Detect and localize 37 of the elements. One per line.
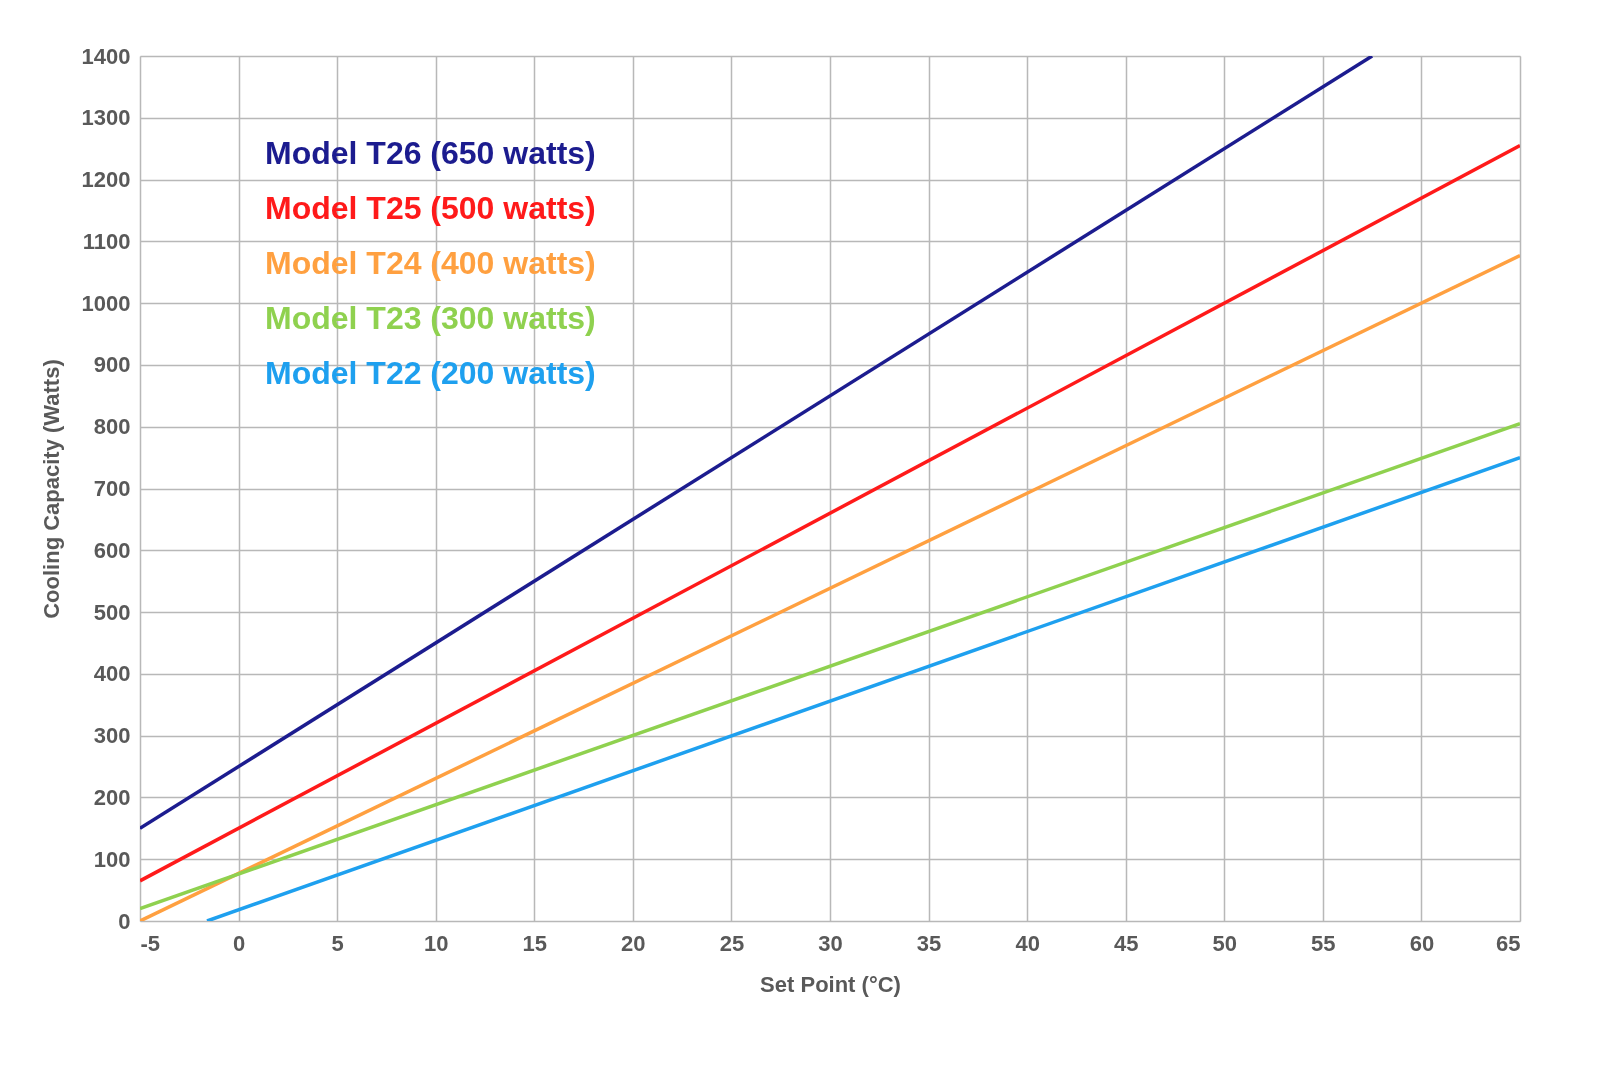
y-tick-label: 0	[118, 908, 131, 934]
y-tick-label: 600	[93, 537, 131, 563]
x-axis-title: Set Point (°C)	[760, 971, 901, 997]
y-tick-label: 1300	[81, 105, 131, 131]
x-tick-label: 60	[1409, 930, 1435, 956]
y-tick-label: 400	[93, 661, 131, 687]
text: Model T22 (200 watts)	[265, 355, 596, 391]
x-tick-label: 30	[818, 930, 843, 956]
y-axis-title: Cooling Capacity (Watts)	[38, 359, 64, 619]
x-tick-label: 25	[719, 930, 745, 956]
x-tick-label: 5	[331, 930, 344, 956]
y-tick-label: 100	[93, 846, 131, 872]
y-tick-label: 300	[93, 723, 131, 749]
x-tick-label: 45	[1113, 930, 1139, 956]
x-tick-label: 20	[621, 930, 646, 956]
y-tick-label: 1200	[81, 167, 131, 193]
y-tick-label: 1100	[82, 228, 131, 254]
x-tick-label: 65	[1496, 930, 1521, 956]
y-tick-label: 1400	[81, 43, 131, 69]
y-tick-label: 500	[93, 599, 131, 625]
y-tick-label: 200	[93, 784, 131, 810]
text: Model T24 (400 watts)	[265, 245, 596, 281]
x-tick-label: 0	[232, 930, 246, 956]
x-tick-label: 40	[1015, 930, 1040, 956]
text: Model T23 (300 watts)	[265, 300, 596, 336]
x-tick-label: 10	[423, 930, 449, 956]
y-tick-label: 800	[93, 414, 131, 440]
x-tick-label: 15	[522, 930, 548, 956]
x-tick-label: -5	[140, 930, 161, 956]
x-tick-label: 55	[1311, 930, 1336, 956]
x-tick-label: 35	[916, 930, 942, 956]
text: Model T25 (500 watts)	[265, 190, 596, 226]
text: Model T26 (650 watts)	[265, 135, 596, 171]
x-tick-label: 50	[1212, 930, 1238, 956]
y-tick-label: 900	[93, 352, 131, 378]
y-tick-label: 1000	[81, 290, 131, 316]
y-tick-label: 700	[93, 476, 131, 501]
